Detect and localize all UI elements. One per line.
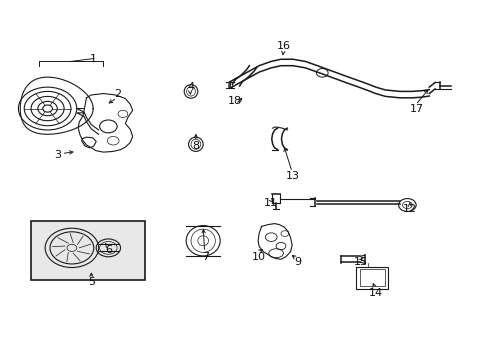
Text: 2: 2: [114, 89, 122, 99]
Text: 16: 16: [276, 41, 290, 51]
Text: 9: 9: [294, 257, 301, 267]
Bar: [30, 221, 144, 280]
Text: 12: 12: [402, 203, 416, 213]
Text: 4: 4: [187, 82, 194, 92]
Circle shape: [316, 68, 327, 77]
Text: 18: 18: [227, 96, 242, 107]
Text: 15: 15: [353, 257, 367, 267]
Text: 5: 5: [88, 277, 95, 287]
Text: 14: 14: [368, 288, 382, 297]
Bar: [360, 269, 384, 287]
Text: 11: 11: [264, 198, 278, 208]
Text: 10: 10: [252, 252, 265, 262]
Bar: [356, 267, 387, 289]
Text: 8: 8: [192, 141, 199, 151]
Text: 13: 13: [285, 171, 300, 181]
Text: 6: 6: [104, 245, 112, 255]
Text: 3: 3: [54, 150, 61, 160]
Text: 7: 7: [202, 252, 209, 262]
Text: 17: 17: [409, 104, 423, 113]
Text: 1: 1: [90, 54, 97, 64]
